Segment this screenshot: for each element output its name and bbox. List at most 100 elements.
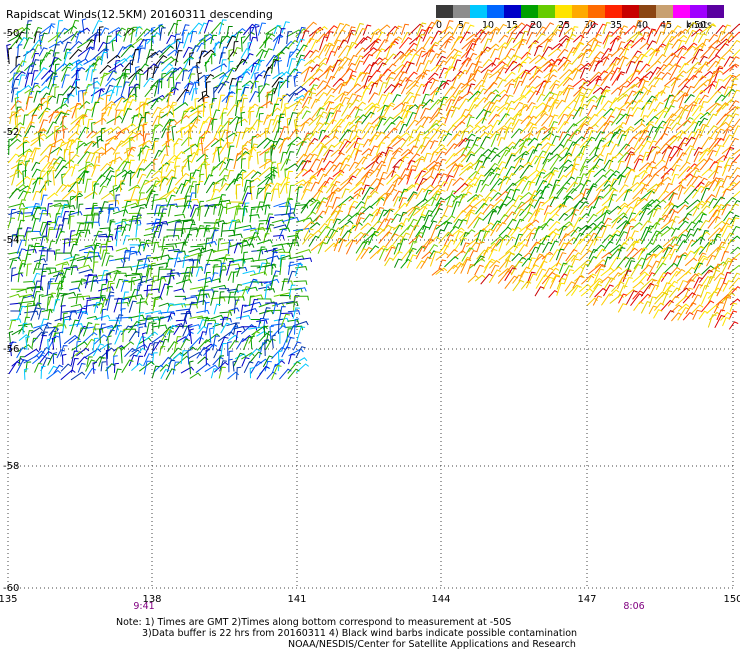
wind-barb <box>723 146 735 161</box>
wind-barb <box>52 364 64 375</box>
wind-barb <box>247 41 253 59</box>
wind-barb <box>444 143 458 156</box>
wind-barb <box>98 286 114 292</box>
wind-barb <box>8 108 25 119</box>
wind-barb <box>255 106 264 118</box>
wind-barb <box>632 123 646 133</box>
wind-barb <box>453 230 464 245</box>
wind-barb <box>61 353 67 366</box>
wind-barb <box>378 248 389 261</box>
wind-barb <box>210 22 225 34</box>
wind-barb <box>459 191 472 201</box>
wind-barb <box>384 127 398 140</box>
wind-barb <box>9 319 17 330</box>
wind-barb <box>525 115 538 127</box>
wind-barb <box>226 131 231 148</box>
wind-barb <box>386 136 401 149</box>
wind-barb <box>53 322 63 338</box>
wind-barb <box>594 263 607 274</box>
wind-barb <box>637 25 651 34</box>
wind-barb <box>256 151 262 165</box>
wind-barb <box>686 42 698 51</box>
wind-barb <box>232 47 242 57</box>
wind-barb <box>101 100 116 112</box>
wind-barb <box>713 65 724 75</box>
wind-barb <box>54 111 65 124</box>
wind-barb <box>295 44 308 58</box>
wind-barb <box>431 267 444 276</box>
wind-barb <box>678 62 689 73</box>
wind-barb <box>484 258 496 269</box>
wind-barb <box>714 160 724 172</box>
wind-barb <box>392 25 403 37</box>
wind-barb <box>228 307 240 312</box>
wind-barb <box>401 91 414 104</box>
wind-barb <box>684 29 697 45</box>
wind-barb <box>182 151 198 163</box>
wind-barb <box>39 110 49 124</box>
wind-barb <box>204 73 215 83</box>
wind-barb <box>266 91 272 109</box>
wind-barb <box>8 202 25 208</box>
wind-barb <box>526 23 536 36</box>
wind-barb <box>218 366 226 379</box>
wind-barb <box>607 131 619 147</box>
wind-barb <box>609 124 624 134</box>
wind-barb <box>684 74 698 87</box>
wind-barb <box>397 173 410 186</box>
wind-barb <box>99 64 112 74</box>
wind-barb <box>495 190 510 201</box>
wind-barb <box>75 293 82 305</box>
wind-barb <box>422 60 433 74</box>
wind-barb <box>660 219 676 230</box>
wind-barb <box>145 267 154 284</box>
wind-barb <box>26 23 32 41</box>
wind-barb <box>618 175 626 186</box>
wind-barb <box>153 316 171 321</box>
wind-barb <box>714 128 725 141</box>
wind-barb <box>386 226 396 237</box>
wind-barb <box>490 154 501 163</box>
wind-barb <box>32 272 41 283</box>
wind-barb <box>518 161 532 171</box>
wind-barb <box>534 33 546 44</box>
wind-barb <box>641 165 653 180</box>
wind-barb <box>497 79 507 89</box>
wind-barb <box>31 218 40 233</box>
wind-barb <box>240 36 246 52</box>
wind-barb <box>678 178 687 192</box>
wind-barb <box>121 202 139 209</box>
wind-barb <box>309 130 320 140</box>
wind-barb <box>570 285 583 296</box>
wind-barb <box>167 124 172 141</box>
wind-barb <box>413 74 426 87</box>
wind-barb <box>623 44 633 56</box>
wind-barb <box>333 29 346 44</box>
wind-barb <box>715 24 727 35</box>
wind-barb <box>288 353 296 365</box>
wind-barb <box>482 222 495 232</box>
wind-barb <box>99 245 114 251</box>
wind-barb <box>151 365 160 379</box>
wind-barb <box>10 100 22 111</box>
wind-barb <box>382 121 396 134</box>
wind-barb <box>197 356 209 364</box>
wind-barb <box>75 340 82 352</box>
wind-barb <box>99 347 115 359</box>
wind-barb <box>160 56 175 65</box>
wind-barb <box>459 31 471 44</box>
wind-barb <box>126 147 131 164</box>
longitude-label: 135 <box>0 594 18 605</box>
wind-barb <box>435 251 449 261</box>
wind-barb <box>7 47 13 65</box>
wind-barb <box>393 79 404 88</box>
wind-barb <box>263 184 270 201</box>
wind-barb <box>46 281 53 296</box>
wind-barb <box>654 132 669 146</box>
wind-barb <box>701 168 713 177</box>
wind-barb <box>47 269 65 275</box>
wind-barb <box>61 205 76 210</box>
wind-barb <box>428 41 440 52</box>
wind-barb <box>105 240 112 253</box>
wind-barb <box>588 146 600 157</box>
